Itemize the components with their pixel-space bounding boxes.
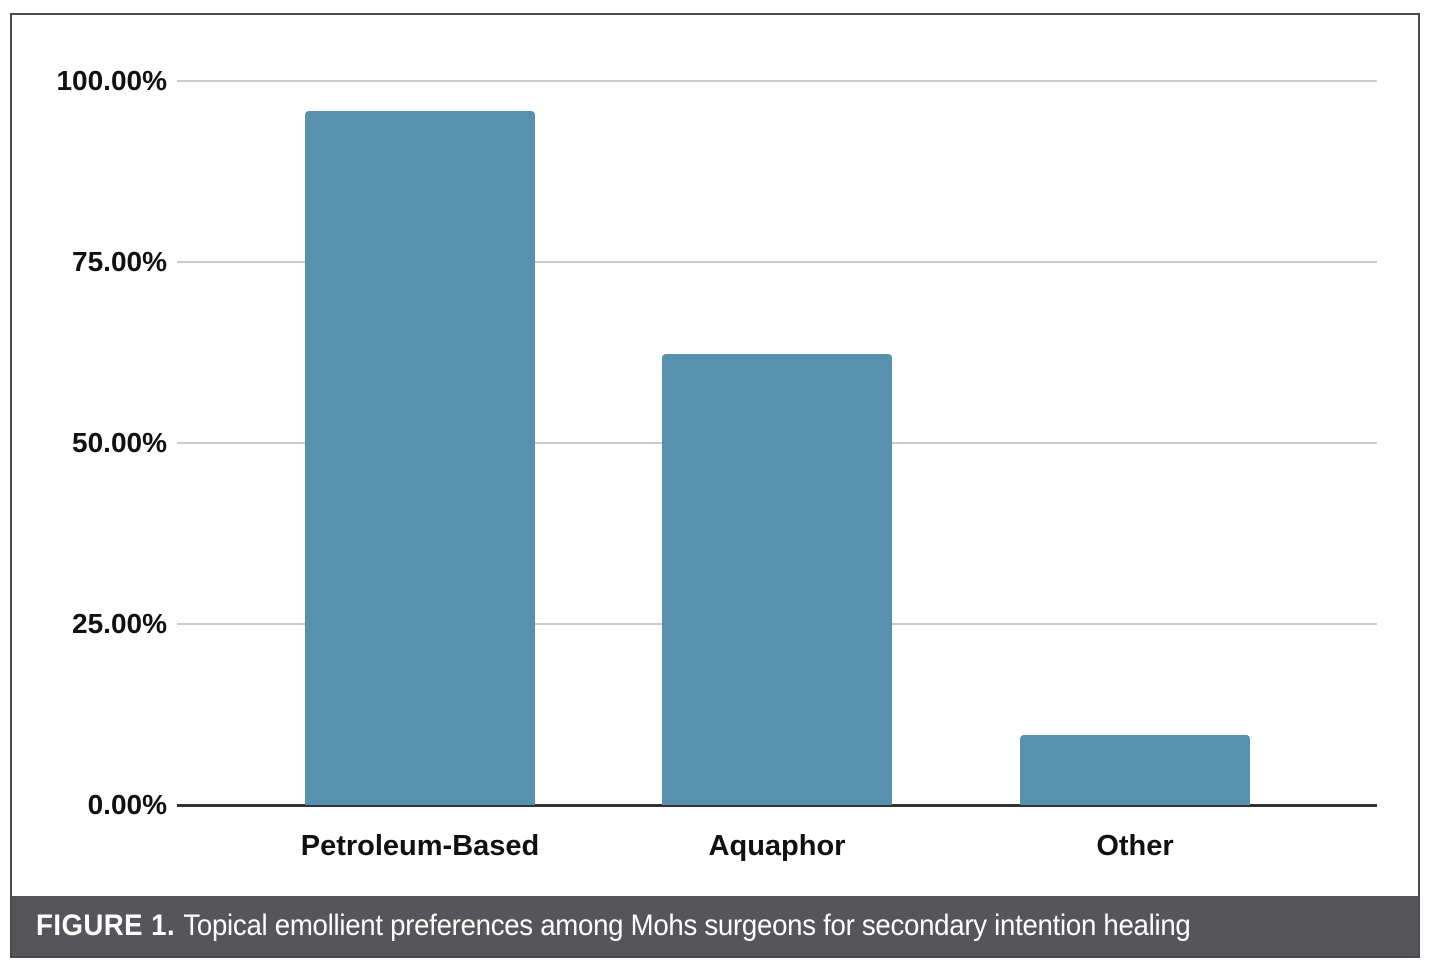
bar-aquaphor bbox=[662, 353, 892, 805]
y-tick-label-75: 75.00% bbox=[72, 246, 167, 277]
bar-petroleum-based bbox=[305, 110, 535, 805]
x-axis-line bbox=[177, 804, 1377, 807]
bar-other bbox=[1020, 734, 1250, 805]
figure-caption-text: Topical emollient preferences among Mohs… bbox=[183, 909, 1191, 942]
gridline-75 bbox=[177, 261, 1377, 263]
gridline-100 bbox=[177, 80, 1377, 82]
y-tick-label-25: 25.00% bbox=[72, 608, 167, 639]
figure-panel: 100.00% 75.00% 50.00% 25.00% 0.00% Petroleum-… bbox=[10, 13, 1420, 958]
figure-caption-inner: FIGURE 1. Topical emollient preferences a… bbox=[36, 909, 1191, 942]
x-tick-label-aquaphor: Aquaphor bbox=[708, 830, 846, 862]
x-tick-label-other: Other bbox=[1096, 830, 1174, 862]
x-tick-label-petroleum-based: Petroleum-Based bbox=[300, 830, 540, 862]
figure-caption-label: FIGURE 1. bbox=[36, 909, 176, 942]
y-tick-label-0: 0.00% bbox=[87, 789, 167, 820]
y-tick-label-100: 100.00% bbox=[56, 65, 167, 96]
figure-caption: FIGURE 1. Topical emollient preferences a… bbox=[12, 896, 1418, 956]
y-tick-label-50: 50.00% bbox=[72, 427, 167, 458]
bar-chart: 100.00% 75.00% 50.00% 25.00% 0.00% Petroleum-… bbox=[12, 15, 1418, 898]
